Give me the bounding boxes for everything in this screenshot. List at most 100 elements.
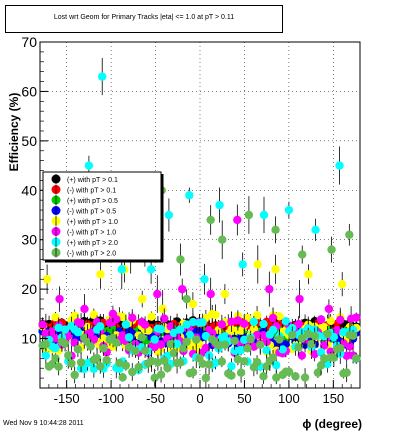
- data-point: [233, 316, 243, 325]
- data-point: [236, 368, 246, 377]
- data-point: [316, 315, 326, 324]
- data-point: [316, 361, 326, 370]
- data-point: [218, 235, 227, 244]
- data-point: [244, 210, 254, 220]
- data-point: [268, 325, 278, 335]
- data-point: [198, 318, 207, 327]
- data-point: [256, 340, 265, 349]
- data-point: [200, 275, 209, 284]
- chart-title: Lost wrt Geom for Primary Tracks |eta| <…: [53, 14, 235, 21]
- data-point: [295, 294, 304, 304]
- data-point: [307, 339, 316, 349]
- data-point: [336, 343, 345, 353]
- legend-entry: (+) with pT > 0.1: [67, 177, 118, 184]
- data-point: [185, 330, 195, 340]
- data-point: [332, 325, 342, 335]
- data-point: [227, 361, 236, 371]
- data-point: [346, 314, 356, 323]
- x-tick-label: 50: [237, 391, 251, 406]
- data-point: [316, 348, 326, 357]
- data-point: [150, 373, 159, 383]
- data-point: [230, 336, 239, 345]
- data-point: [300, 373, 310, 382]
- data-point: [89, 310, 99, 319]
- data-point: [233, 355, 243, 364]
- data-point: [265, 284, 274, 294]
- data-point: [99, 334, 108, 343]
- data-point: [140, 346, 150, 355]
- legend-entry: (+) with pT > 0.5: [67, 198, 118, 205]
- data-point: [54, 323, 63, 332]
- data-point: [160, 356, 169, 365]
- data-point: [188, 299, 198, 309]
- data-point: [102, 355, 111, 365]
- data-point: [271, 265, 280, 274]
- data-point: [54, 362, 63, 371]
- legend-box: [42, 171, 162, 261]
- data-point: [166, 322, 175, 331]
- data-point: [214, 341, 223, 350]
- x-tick-label: 150: [322, 391, 344, 406]
- data-point: [272, 373, 281, 382]
- data-point: [311, 225, 320, 235]
- data-point: [240, 319, 249, 329]
- y-tick-label: 50: [21, 133, 37, 149]
- data-point: [335, 161, 344, 170]
- data-point: [284, 205, 294, 215]
- data-point: [284, 367, 294, 377]
- data-point: [108, 309, 118, 319]
- data-point: [297, 334, 307, 343]
- data-point: [80, 304, 89, 314]
- y-tick-label: 60: [21, 83, 37, 99]
- data-point: [70, 370, 79, 380]
- data-point: [208, 328, 217, 338]
- data-point: [329, 353, 339, 362]
- data-point: [99, 344, 108, 353]
- data-point: [51, 343, 60, 353]
- data-point: [313, 368, 323, 377]
- data-point: [288, 330, 297, 340]
- data-point: [342, 351, 351, 360]
- data-point: [188, 317, 198, 327]
- data-point: [204, 360, 214, 369]
- data-point: [238, 260, 247, 269]
- data-point: [281, 317, 291, 326]
- axes: -150 -100 -50 0 50 100 150 10 20 30 40 50 60 70: [21, 34, 361, 406]
- data-point: [182, 320, 191, 329]
- data-point: [160, 314, 169, 323]
- data-point: [137, 333, 147, 342]
- data-point: [211, 358, 220, 367]
- data-point: [253, 260, 262, 269]
- data-point: [294, 343, 303, 352]
- data-point: [176, 358, 185, 367]
- data-point: [272, 360, 281, 370]
- y-tick-label: 70: [21, 34, 37, 50]
- data-point: [96, 362, 105, 371]
- data-point: [73, 328, 83, 337]
- data-point: [211, 310, 220, 320]
- data-point: [179, 344, 188, 353]
- data-point: [134, 362, 143, 372]
- data-point: [84, 161, 94, 170]
- data-point: [76, 319, 86, 328]
- series-7: [38, 182, 361, 389]
- data-point: [240, 357, 249, 366]
- data-point: [246, 335, 255, 344]
- data-point: [320, 354, 329, 363]
- legend-entry: (-) with pT > 2.0: [67, 251, 116, 258]
- data-point: [182, 294, 191, 304]
- data-point: [41, 339, 51, 349]
- data-point: [327, 245, 336, 254]
- legend-entry: (+) with pT > 1.0: [67, 219, 118, 226]
- data-point: [268, 313, 278, 323]
- x-tick-label: -100: [98, 391, 124, 406]
- data-point: [115, 364, 124, 374]
- data-point: [121, 361, 131, 370]
- data-point: [60, 339, 70, 348]
- data-point: [249, 342, 259, 351]
- data-point: [338, 280, 347, 289]
- data-point: [324, 304, 334, 314]
- data-point: [51, 354, 60, 363]
- data-point: [169, 328, 179, 338]
- data-point: [60, 325, 70, 334]
